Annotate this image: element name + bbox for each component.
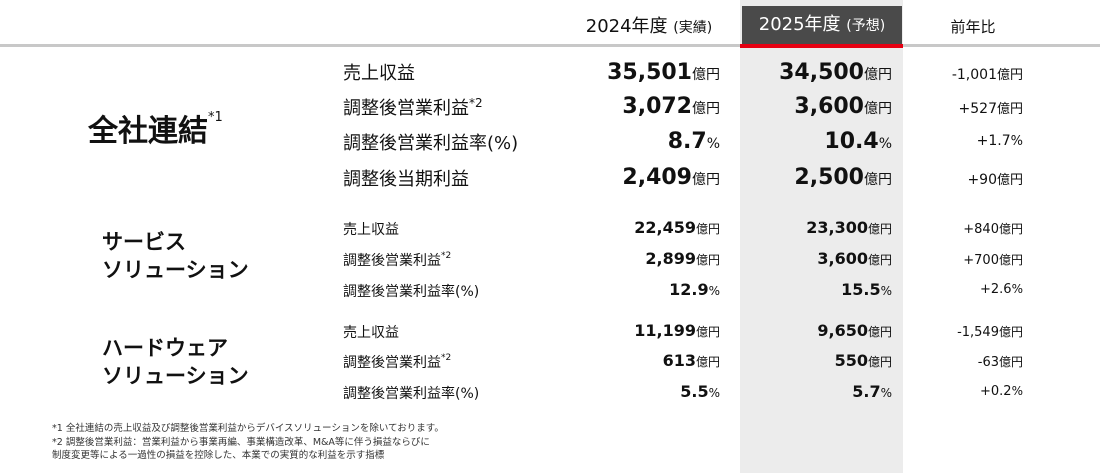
value-2025: 3,600億円 (817, 249, 892, 268)
header-divider (0, 44, 1100, 47)
forecast-accent-bar (740, 44, 903, 48)
row-label: 調整後営業利益率(%) (343, 386, 480, 402)
segment-service-title: サービス ソリューション (102, 230, 249, 282)
value-yoy: -1,549億円 (957, 325, 1023, 340)
value-yoy: +700億円 (963, 253, 1023, 268)
row-label: 調整後営業利益*2 (343, 251, 452, 269)
row-label: 売上収益 (343, 222, 399, 238)
value-yoy: +527億円 (958, 101, 1023, 117)
row-label: 調整後営業利益率(%) (343, 133, 519, 154)
value-2025: 2,500億円 (794, 165, 892, 190)
footnote-2: *2 調整後営業利益：営業利益から事業再編、事業構造改革、M&A等に伴う損益なら… (52, 437, 430, 448)
value-yoy: +90億円 (967, 172, 1023, 188)
value-2024: 5.5% (680, 382, 720, 401)
value-2024: 8.7% (667, 129, 720, 154)
row-label: 売上収益 (343, 63, 415, 84)
header-yoy: 前年比 (950, 18, 996, 36)
value-2024: 2,409億円 (622, 165, 720, 190)
footnote-1: *1 全社連結の売上収益及び調整後営業利益からデバイスソリューションを除いており… (52, 423, 444, 434)
footnote-2-cont: 制度変更等による一過性の損益を控除した、本業での実質的な利益を示す指標 (52, 450, 385, 461)
forecast-column-background (740, 0, 903, 473)
value-2025: 23,300億円 (806, 218, 892, 237)
value-yoy: -63億円 (977, 355, 1023, 370)
value-2024: 613億円 (662, 351, 720, 370)
value-2024: 22,459億円 (634, 218, 720, 237)
value-2024: 35,501億円 (607, 60, 720, 85)
row-label: 調整後営業利益*2 (343, 353, 452, 371)
row-label: 調整後営業利益*2 (343, 96, 483, 119)
row-label: 調整後営業利益率(%) (343, 284, 480, 300)
value-2025: 15.5% (841, 280, 892, 299)
value-yoy: +840億円 (963, 222, 1023, 237)
value-2025: 3,600億円 (794, 94, 892, 119)
value-2025: 9,650億円 (817, 321, 892, 340)
value-2024: 3,072億円 (622, 94, 720, 119)
row-label: 売上収益 (343, 325, 399, 341)
value-yoy: -1,001億円 (951, 67, 1023, 83)
value-2025: 34,500億円 (779, 60, 892, 85)
value-2025: 10.4% (824, 129, 892, 154)
value-yoy: +0.2% (980, 384, 1023, 399)
value-2025: 5.7% (852, 382, 892, 401)
value-2024: 2,899億円 (645, 249, 720, 268)
segment-hardware-title: ハードウェア ソリューション (102, 336, 249, 388)
row-label: 調整後当期利益 (343, 169, 469, 190)
value-2024: 12.9% (669, 280, 720, 299)
value-2024: 11,199億円 (634, 321, 720, 340)
value-yoy: +1.7% (976, 133, 1023, 149)
segment-consolidated-title: 全社連結*1 (88, 110, 223, 149)
value-2025: 550億円 (834, 351, 892, 370)
header-2024: 2024年度 (実績) (585, 16, 713, 37)
header-2025: 2025年度 (予想) (742, 6, 902, 44)
value-yoy: +2.6% (980, 282, 1023, 297)
